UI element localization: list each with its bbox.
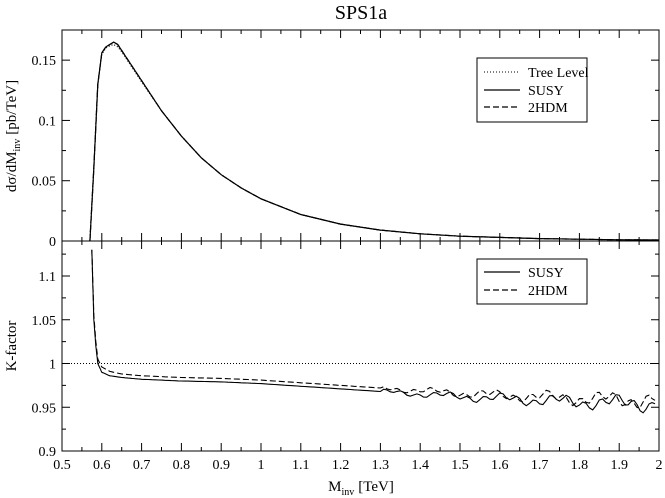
xlabel-unit: [TeV] (358, 479, 394, 495)
xlabel-main: M (328, 479, 341, 495)
bottom-ytick-label: 1 (49, 358, 56, 373)
legend-label-tree-level: Tree Level (528, 66, 589, 81)
bottom-plot-series (62, 249, 659, 414)
top-ylabel-sub: inv (12, 139, 23, 152)
top-axis-ticks: 0 0.05 0.1 0.15 (32, 30, 660, 250)
bottom-ytick-label: 0.9 (39, 445, 57, 460)
bottom-legend-box (476, 258, 588, 305)
legend-label-2hdm: 2HDM (528, 101, 568, 116)
top-series-2hdm (89, 41, 660, 242)
bottom-xtick-label: 2 (656, 458, 663, 473)
top-ytick-label: 0.1 (39, 114, 57, 129)
legend-label-susy: SUSY (528, 84, 564, 99)
bottom-xtick-label: 0.9 (212, 458, 230, 473)
bottom-xtick-label: 1.7 (531, 458, 549, 473)
top-ytick-label: 0 (49, 235, 56, 250)
bottom-ytick-label: 1.1 (39, 270, 57, 285)
bottom-xtick-label: 0.6 (93, 458, 111, 473)
top-ylabel-unit: [pb/TeV] (4, 80, 20, 135)
bottom-series-susy (91, 249, 656, 414)
bottom-xtick-label: 0.5 (53, 458, 71, 473)
bottom-ytick-label: 0.95 (32, 401, 57, 416)
chart-title: SPS1a (335, 2, 387, 24)
bottom-xtick-label: 1.8 (571, 458, 589, 473)
bottom-series-2hdm (91, 249, 656, 409)
top-ytick-label: 0.15 (32, 54, 57, 69)
bottom-xtick-label: 0.7 (133, 458, 151, 473)
x-axis-label: Minv [TeV] (328, 479, 394, 498)
top-legend: Tree Level SUSY 2HDM (476, 57, 589, 123)
bottom-xtick-label: 1 (258, 458, 265, 473)
bottom-xtick-label: 1.5 (451, 458, 469, 473)
top-ytick-label: 0.05 (32, 175, 57, 190)
xlabel-sub: inv (341, 487, 354, 498)
bottom-xtick-label: 1.1 (292, 458, 310, 473)
bottom-axis-ticks: 0.9 0.95 1 1.05 1.1 0.5 0.6 0.7 0.8 0.9 1 1.1 1.2 1.3… (32, 241, 663, 473)
bottom-xtick-label: 1.2 (332, 458, 350, 473)
legend2-label-susy: SUSY (528, 266, 564, 281)
bottom-xtick-label: 1.9 (610, 458, 628, 473)
bottom-legend: SUSY 2HDM (476, 258, 588, 305)
top-plot-series (89, 41, 660, 242)
top-ylabel-main: dσ/dM (4, 151, 20, 192)
bottom-xtick-label: 1.6 (491, 458, 509, 473)
bottom-ytick-label: 1.05 (32, 314, 57, 329)
bottom-ylabel: K-factor (4, 321, 20, 372)
bottom-xtick-label: 1.3 (372, 458, 390, 473)
legend2-label-2hdm: 2HDM (528, 284, 568, 299)
bottom-xtick-label: 1.4 (411, 458, 429, 473)
top-ylabel: dσ/dMinv [pb/TeV] (4, 80, 23, 192)
bottom-xtick-label: 0.8 (173, 458, 191, 473)
